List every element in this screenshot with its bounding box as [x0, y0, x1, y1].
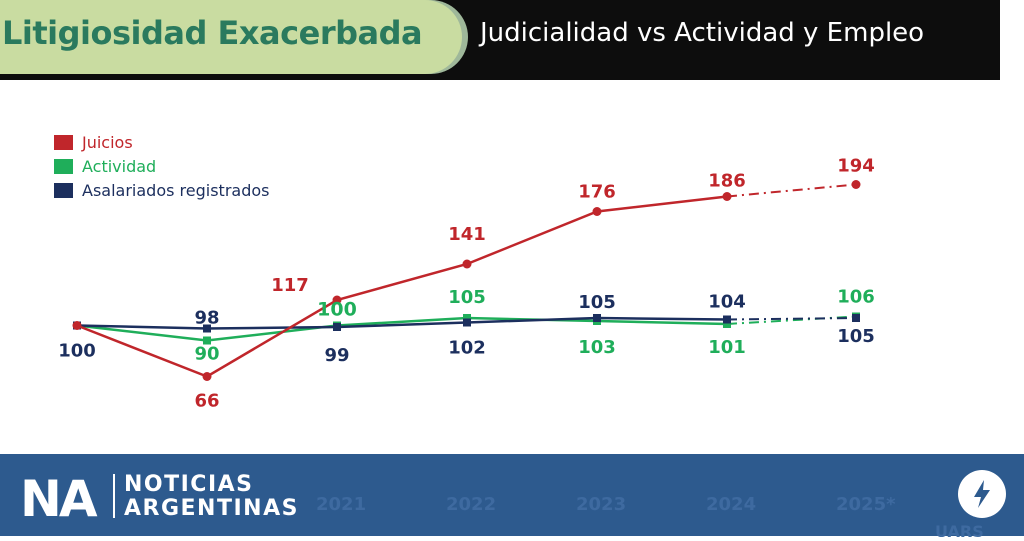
chart-title: Litigiosidad Exacerbada	[2, 14, 423, 52]
series-projection-1	[726, 315, 857, 325]
legend-item-juicios: Juicios	[54, 130, 269, 154]
legend-swatch-asalariados	[54, 182, 73, 198]
legend-label-juicios: Juicios	[82, 132, 133, 152]
data-point-1-1	[203, 336, 211, 345]
data-label-2-6: 105	[837, 326, 875, 347]
series-line-1	[76, 316, 728, 342]
series-projection-2	[726, 317, 857, 321]
legend-label-actividad: Actividad	[82, 156, 157, 176]
x-tick-label: 2025*	[836, 494, 896, 515]
data-label-0-2: 117	[271, 275, 309, 296]
data-point-0-2	[332, 295, 342, 305]
data-label-2-3: 102	[448, 338, 486, 359]
data-label-0-1: 66	[194, 391, 219, 412]
data-label-1-1: 90	[194, 344, 219, 365]
legend-label-asalariados: Asalariados registrados	[82, 180, 270, 200]
data-point-0-3	[462, 259, 472, 269]
data-label-0-5: 186	[708, 171, 746, 192]
legend-swatch-juicios	[54, 134, 73, 150]
lightning-bolt-button[interactable]	[958, 470, 1006, 518]
data-point-1-3	[463, 314, 471, 322]
x-tick-label: 2023	[576, 494, 627, 515]
data-point-1-5	[723, 320, 731, 328]
lightning-bolt-icon	[974, 480, 990, 508]
data-point-0-0	[72, 321, 82, 330]
legend-item-asalariados: Asalariados registrados	[54, 178, 269, 202]
series-line-2	[76, 316, 728, 330]
data-label-2-0: 100	[58, 341, 96, 362]
data-point-0-1	[202, 372, 212, 381]
series-projection-0	[726, 183, 857, 198]
series-line-0	[76, 195, 728, 378]
legend-item-actividad: Actividad	[54, 154, 269, 178]
data-point-0-6	[851, 180, 861, 189]
data-point-2-6	[852, 314, 860, 322]
title-pill: Litigiosidad Exacerbada	[0, 0, 462, 74]
data-point-2-5	[723, 315, 731, 324]
data-point-2-2	[333, 323, 341, 331]
data-point-0-4	[592, 207, 602, 216]
data-point-0-5	[722, 192, 732, 201]
data-label-1-2: 100	[317, 299, 357, 321]
x-tick-label: 2021	[316, 494, 367, 515]
chart-legend: Juicios Actividad Asalariados registrado…	[54, 130, 269, 202]
data-label-1-3: 105	[448, 287, 486, 308]
chart-header: Litigiosidad Exacerbada Judicialidad vs …	[0, 0, 1000, 80]
data-point-2-4	[593, 314, 601, 322]
x-tick-label: 2024	[706, 494, 757, 515]
brand-name-line1: NOTICIAS	[124, 472, 254, 497]
logo-separator	[113, 474, 115, 518]
na-logo[interactable]: NA	[20, 470, 98, 528]
data-label-1-5: 101	[708, 337, 746, 358]
data-label-2-5: 104	[708, 292, 746, 313]
footer-bar	[0, 454, 1024, 536]
data-point-2-3	[463, 318, 471, 327]
data-label-2-4: 105	[578, 292, 616, 313]
data-label-2-2: 99	[324, 345, 349, 366]
data-label-1-6: 106	[837, 287, 875, 308]
data-label-0-3: 141	[448, 224, 486, 245]
data-label-0-4: 176	[578, 182, 616, 203]
legend-swatch-actividad	[54, 158, 73, 174]
data-label-0-6: 194	[837, 156, 875, 177]
brand-name-line2: ARGENTINAS	[124, 496, 299, 521]
data-label-2-1: 98	[194, 308, 219, 329]
x-tick-label: 2022	[446, 494, 497, 515]
data-point-2-1	[203, 324, 211, 333]
data-label-1-4: 103	[578, 337, 616, 358]
partial-footer-text: UARS	[935, 522, 984, 541]
chart-subtitle: Judicialidad vs Actividad y Empleo	[480, 18, 925, 48]
